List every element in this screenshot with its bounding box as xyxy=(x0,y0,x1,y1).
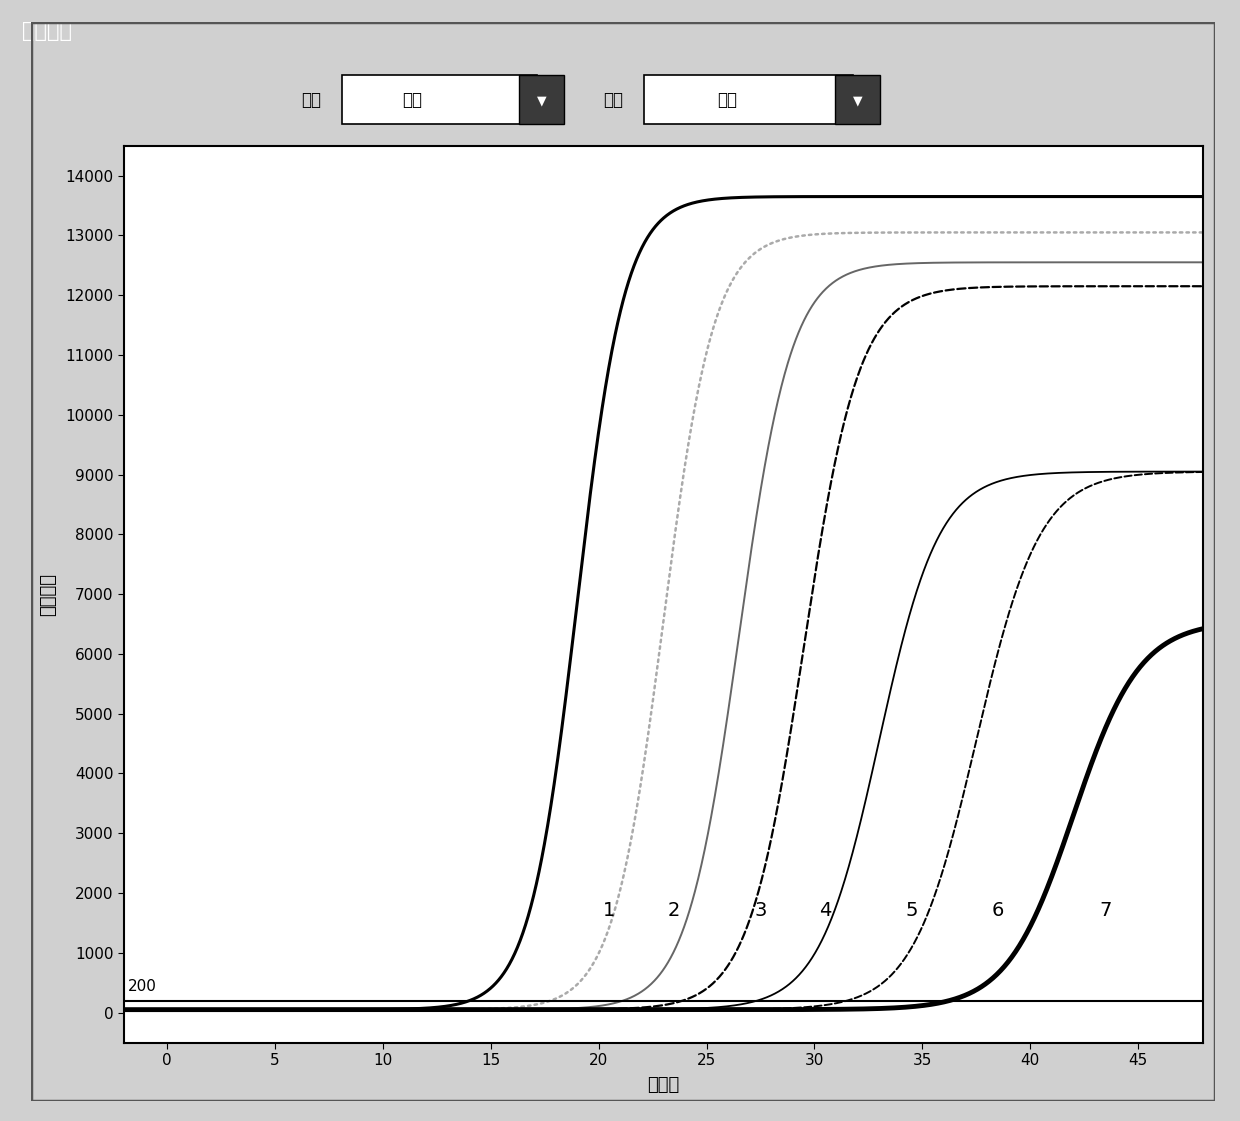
Text: 线型: 线型 xyxy=(603,91,622,109)
FancyBboxPatch shape xyxy=(645,75,853,124)
FancyBboxPatch shape xyxy=(520,75,564,124)
Text: 4: 4 xyxy=(820,901,831,920)
Text: 200: 200 xyxy=(128,979,157,993)
Text: 扩增曲线: 扩增曲线 xyxy=(22,21,72,40)
Text: 1: 1 xyxy=(604,901,615,920)
Text: 6: 6 xyxy=(992,901,1004,920)
FancyBboxPatch shape xyxy=(836,75,880,124)
Text: 颜色: 颜色 xyxy=(301,91,321,109)
Text: 线性: 线性 xyxy=(718,91,738,109)
Text: 孔位: 孔位 xyxy=(402,91,422,109)
Text: ▼: ▼ xyxy=(853,94,863,108)
Text: ▼: ▼ xyxy=(537,94,547,108)
FancyBboxPatch shape xyxy=(342,75,537,124)
X-axis label: 循环数: 循环数 xyxy=(647,1076,680,1094)
Text: 3: 3 xyxy=(754,901,766,920)
Text: 7: 7 xyxy=(1100,901,1112,920)
Text: 5: 5 xyxy=(905,901,918,920)
Text: 2: 2 xyxy=(668,901,681,920)
Y-axis label: 荧光强度: 荧光强度 xyxy=(38,573,57,615)
